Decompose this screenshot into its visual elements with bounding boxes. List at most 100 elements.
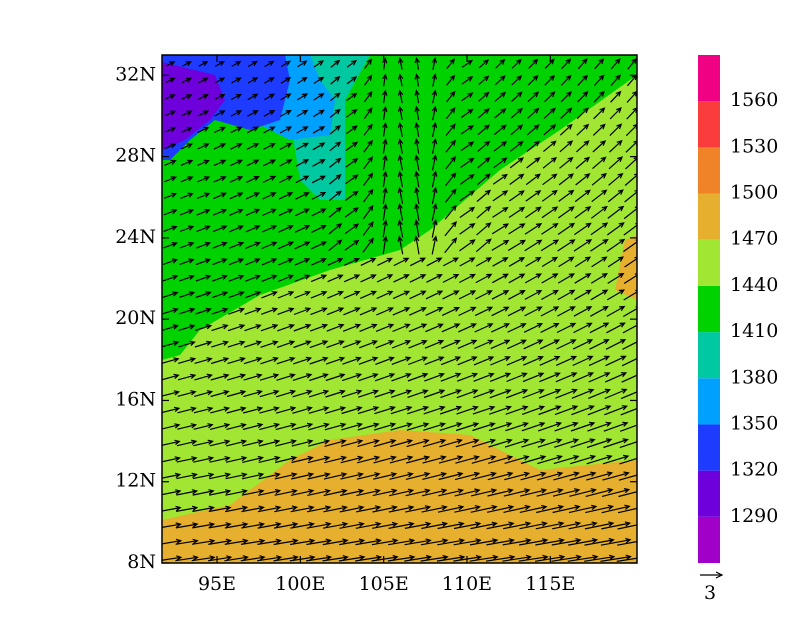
wind-arrow	[164, 143, 177, 150]
wind-arrow	[193, 439, 214, 447]
wind-arrow	[528, 58, 539, 69]
wind-arrow	[618, 491, 637, 498]
wind-arrow	[406, 438, 430, 448]
wind-arrow	[444, 204, 457, 220]
wind-arrow	[338, 555, 366, 562]
wind-arrow	[544, 74, 556, 86]
wind-arrow	[539, 355, 561, 366]
wind-arrow	[607, 205, 625, 219]
wind-arrow	[257, 555, 283, 562]
wind-arrow	[617, 524, 637, 530]
wind-arrow	[600, 537, 632, 546]
wind-arrow	[163, 258, 179, 265]
wind-arrow	[436, 554, 466, 562]
wind-arrow	[359, 290, 378, 299]
wind-arrow	[525, 206, 542, 219]
wind-arrow	[257, 505, 282, 513]
wind-arrow	[382, 203, 388, 221]
wind-arrow	[328, 206, 343, 218]
wind-arrow	[469, 538, 499, 546]
wind-arrow	[458, 290, 477, 300]
wind-arrow	[163, 225, 178, 232]
wind-arrow	[493, 124, 507, 136]
wind-arrow	[505, 405, 529, 415]
wind-arrow	[247, 77, 259, 84]
wind-arrow	[261, 258, 278, 266]
wind-arrow	[606, 322, 626, 334]
wind-arrow	[440, 356, 462, 366]
wind-arrow	[341, 389, 363, 398]
wind-arrow	[470, 521, 498, 530]
wind-arrow	[323, 505, 348, 513]
wind-arrow	[626, 90, 637, 103]
wind-arrow	[260, 340, 279, 348]
wind-arrow	[392, 307, 411, 316]
wind-arrow	[312, 109, 325, 118]
wind-arrow	[376, 307, 394, 316]
wind-arrow	[431, 56, 437, 70]
wind-arrow	[570, 438, 596, 448]
wind-arrow	[195, 274, 212, 282]
wind-arrow	[275, 422, 297, 431]
wind-arrow	[313, 60, 325, 68]
wind-arrow	[209, 472, 232, 480]
wind-arrow	[373, 422, 397, 431]
wind-arrow	[257, 522, 282, 529]
wind-arrow	[604, 388, 628, 400]
wind-arrow	[619, 457, 637, 465]
wind-arrow	[491, 223, 510, 235]
wind-arrow	[453, 521, 482, 530]
wind-arrow	[162, 423, 181, 430]
colorbar-bin	[698, 470, 720, 517]
wind-arrow	[491, 239, 510, 251]
wind-arrow	[180, 159, 194, 166]
wind-arrow	[388, 521, 415, 529]
wind-arrow	[362, 188, 374, 203]
wind-arrow	[409, 257, 427, 267]
wind-arrow	[211, 291, 229, 299]
wind-arrow	[193, 456, 215, 463]
wind-arrow	[508, 190, 525, 202]
wind-arrow	[540, 323, 560, 333]
wind-arrow	[356, 472, 381, 480]
wind-arrow	[294, 291, 311, 299]
wind-arrow	[343, 307, 361, 316]
wind-arrow	[390, 422, 413, 431]
wind-arrow	[182, 61, 192, 67]
wind-arrow	[198, 77, 209, 84]
wind-arrow	[577, 90, 589, 103]
wind-arrow	[372, 521, 399, 529]
wind-arrow	[555, 388, 578, 399]
wind-arrow	[404, 538, 432, 546]
wind-arrow	[162, 505, 182, 512]
wind-arrow	[375, 356, 395, 365]
wind-arrow	[486, 521, 515, 530]
wind-arrow	[570, 421, 596, 432]
wind-arrow	[586, 454, 613, 465]
wind-arrow	[592, 140, 607, 153]
wind-arrow	[538, 388, 562, 399]
wind-arrow	[552, 488, 581, 497]
colorbar-label: 1410	[730, 320, 778, 342]
wind-arrow	[344, 207, 360, 218]
wind-arrow	[490, 339, 511, 350]
reference-vector-head	[715, 571, 724, 579]
wind-arrow	[162, 307, 179, 315]
wind-arrow	[164, 127, 177, 133]
wind-arrow	[453, 538, 482, 546]
wind-arrow	[576, 140, 590, 153]
wind-arrow	[553, 471, 580, 481]
wind-arrow	[342, 373, 363, 382]
wind-arrow	[179, 258, 195, 265]
wind-arrow	[382, 105, 388, 120]
wind-arrow	[474, 306, 494, 317]
wind-arrow	[231, 60, 242, 67]
wind-arrow	[487, 488, 514, 497]
wind-arrow	[310, 241, 328, 250]
wind-arrow	[323, 488, 348, 497]
wind-arrow	[247, 60, 259, 68]
wind-arrow	[414, 154, 420, 171]
wind-arrow	[502, 554, 532, 562]
wind-arrow	[574, 289, 592, 301]
field-region	[162, 430, 637, 563]
